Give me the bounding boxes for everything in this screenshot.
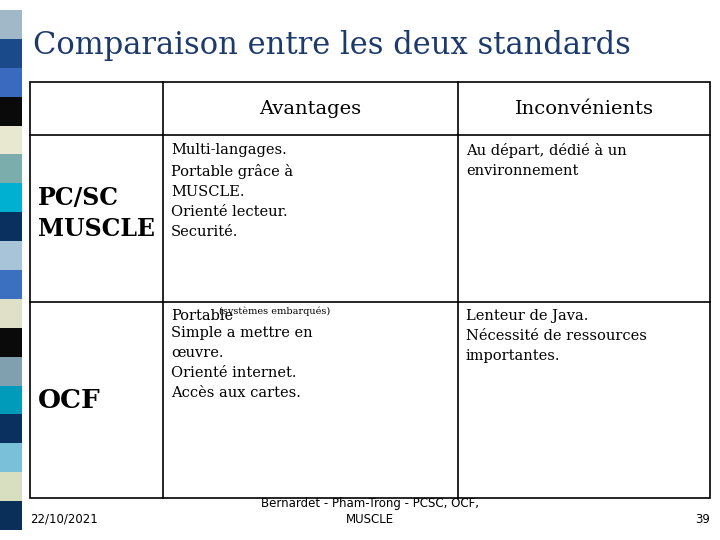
Text: Inconvénients: Inconvénients <box>515 99 654 118</box>
Bar <box>0 443 22 472</box>
Bar <box>0 154 22 184</box>
Bar <box>0 184 22 212</box>
Bar <box>0 126 22 154</box>
Text: (systèmes embarqués): (systèmes embarqués) <box>219 307 330 316</box>
Text: Simple a mettre en
œuvre.
Orienté internet.
Accès aux cartes.: Simple a mettre en œuvre. Orienté intern… <box>171 326 312 400</box>
Text: Lenteur de Java.
Nécessité de ressources
importantes.: Lenteur de Java. Nécessité de ressources… <box>466 309 647 363</box>
Bar <box>0 270 22 299</box>
Bar <box>0 356 22 386</box>
Bar <box>0 299 22 328</box>
Text: Portable: Portable <box>171 309 233 323</box>
Text: PC/SC
MUSCLE: PC/SC MUSCLE <box>38 186 155 241</box>
Bar <box>0 501 22 530</box>
Text: 22/10/2021: 22/10/2021 <box>30 513 98 526</box>
Bar <box>0 68 22 97</box>
Text: OCF: OCF <box>38 388 101 413</box>
Text: 39: 39 <box>695 513 710 526</box>
Bar <box>0 212 22 241</box>
Text: Au départ, dédié à un
environnement: Au départ, dédié à un environnement <box>466 143 626 178</box>
Bar <box>0 414 22 443</box>
Text: Bernardet - Pham-Trong - PCSC, OCF,
MUSCLE: Bernardet - Pham-Trong - PCSC, OCF, MUSC… <box>261 497 479 526</box>
Text: Avantages: Avantages <box>259 99 361 118</box>
Bar <box>0 10 22 39</box>
Text: Comparaison entre les deux standards: Comparaison entre les deux standards <box>33 30 631 61</box>
Bar <box>0 39 22 68</box>
Bar <box>0 472 22 501</box>
Bar <box>0 328 22 356</box>
Bar <box>0 97 22 126</box>
Bar <box>0 386 22 414</box>
Bar <box>30 82 710 498</box>
Text: Multi-langages.
Portable grâce à
MUSCLE.
Orienté lecteur.
Securité.: Multi-langages. Portable grâce à MUSCLE.… <box>171 143 293 239</box>
Bar <box>0 241 22 270</box>
